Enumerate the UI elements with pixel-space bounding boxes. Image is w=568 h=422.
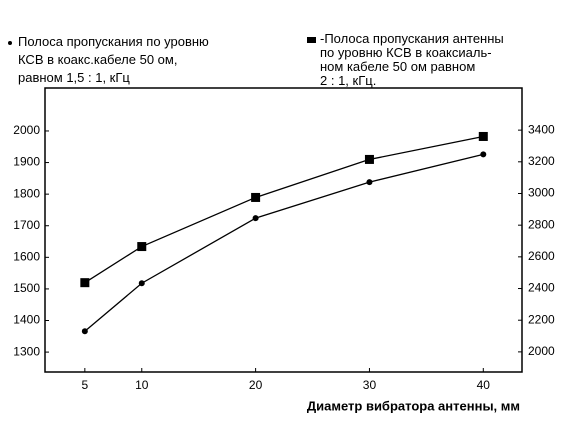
y2-tick-label: 2400: [528, 281, 555, 295]
y-tick-label: 2000: [13, 123, 40, 137]
plot-frame: [44, 87, 523, 373]
legend-marker: [307, 37, 316, 43]
point: [364, 154, 374, 164]
y2-tick-label: 3000: [528, 186, 555, 200]
point: [478, 131, 488, 141]
y-tick-label: 1600: [13, 249, 40, 263]
y2-tick-label: 3400: [528, 122, 555, 136]
y-tick-label: 1900: [13, 155, 40, 169]
x-tick-label: 40: [477, 378, 491, 392]
point: [81, 328, 88, 335]
x-axis-label: Диаметр вибратора антенны, мм: [307, 398, 520, 413]
x-tick-label: 30: [363, 378, 377, 392]
y2-tick-label: 3200: [528, 154, 555, 168]
y2-tick-label: 2600: [528, 249, 555, 263]
y-tick-label: 1800: [13, 186, 40, 200]
point: [80, 278, 90, 288]
point: [251, 192, 261, 202]
legend-line: равном 1,5 : 1, кГц: [18, 70, 130, 85]
legend-label: Полоса пропускания по уровню КСВ в коакс.…: [18, 34, 209, 85]
legend-marker: [8, 41, 12, 45]
y-tick-label: 1300: [13, 344, 40, 358]
y2-tick-label: 2200: [528, 312, 555, 326]
legend-line: -Полоса пропускания антенны: [320, 31, 504, 46]
legend-line: КСВ в коакс.кабеле 50 ом,: [18, 52, 177, 67]
legend-line: по уровню КСВ в коаксиаль-: [320, 45, 492, 60]
y-tick-label: 1500: [13, 281, 40, 295]
point: [366, 179, 373, 186]
x-tick-label: 20: [249, 378, 263, 392]
y-tick-label: 1400: [13, 313, 40, 327]
legend-line: Полоса пропускания по уровню: [18, 34, 209, 49]
point: [137, 242, 147, 252]
legend-label: -Полоса пропускания антенны по уровню КСВ…: [320, 31, 504, 88]
point: [480, 151, 487, 158]
point: [138, 280, 145, 287]
legend-line: ном кабеле 50 ом равном: [320, 59, 475, 74]
y2-tick-label: 2800: [528, 217, 555, 231]
x-tick-label: 5: [82, 378, 89, 392]
y2-tick-label: 2000: [528, 344, 555, 358]
y-tick-label: 1700: [13, 218, 40, 232]
legend-line: 2 : 1, кГц.: [320, 73, 376, 88]
x-tick-label: 10: [135, 378, 149, 392]
point: [252, 215, 259, 222]
